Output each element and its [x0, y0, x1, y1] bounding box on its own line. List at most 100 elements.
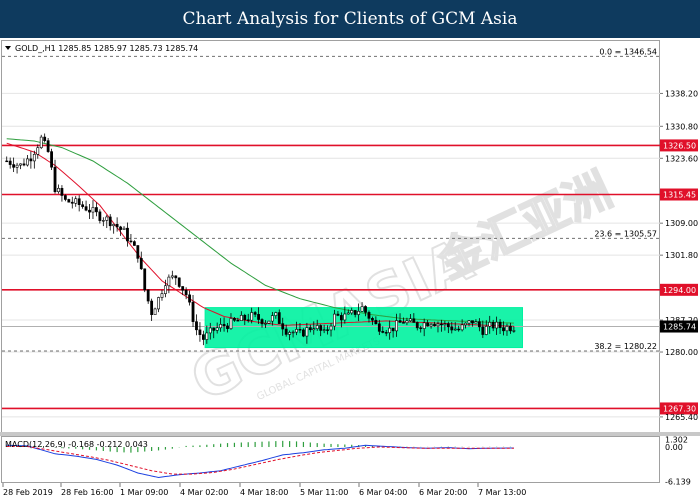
candle-body — [63, 195, 67, 200]
candle-body — [8, 160, 12, 165]
chart-background — [0, 38, 700, 500]
candle-body — [460, 324, 464, 331]
candle-body — [512, 330, 516, 332]
candle-body — [12, 164, 16, 168]
candle-body — [160, 293, 164, 298]
y-tick-label: 1323.60 — [665, 154, 698, 163]
dropdown-triangle-icon[interactable] — [5, 46, 11, 50]
candle-body — [395, 320, 398, 332]
macd-panel-frame — [1, 436, 660, 483]
x-tick-label: 6 Mar 04:00 — [359, 488, 407, 497]
candle-body — [288, 332, 292, 335]
candle-body — [188, 294, 191, 303]
level-label: 1326.50 — [663, 141, 696, 150]
x-tick-label: 1 Mar 09:00 — [120, 488, 168, 497]
level-label: 1315.45 — [663, 191, 696, 200]
macd-y-tick-label: -6.139 — [665, 478, 691, 487]
candle-body — [129, 240, 133, 243]
candle-body — [253, 312, 257, 315]
candle-body — [243, 315, 247, 321]
level-label: 1294.00 — [663, 286, 696, 295]
y-tick-label: 1287.20 — [665, 316, 698, 325]
candle-body — [98, 211, 102, 221]
candle-body — [36, 147, 40, 155]
candle-body — [488, 321, 492, 327]
symbol-info: GOLD_,H1 1285.85 1285.97 1285.73 1285.74 — [15, 44, 198, 53]
candle-body — [374, 319, 378, 325]
candle-body — [236, 320, 240, 322]
candle-body — [322, 329, 326, 331]
candle-body — [481, 326, 485, 335]
candle-body — [57, 188, 60, 193]
candle-body — [381, 331, 385, 333]
candle-body — [181, 286, 185, 291]
current-price-label: 1285.74 — [663, 323, 696, 332]
panel-separator — [0, 432, 700, 436]
candle-body — [267, 320, 271, 324]
candle-body — [377, 323, 381, 332]
candle-body — [46, 140, 50, 152]
candle-body — [284, 328, 288, 335]
candle-body — [419, 327, 423, 329]
candle-body — [212, 327, 216, 331]
ma-slow-line — [6, 138, 514, 324]
candle-body — [119, 226, 122, 230]
x-tick-label: 28 Feb 16:00 — [61, 488, 113, 497]
candle-body — [146, 289, 150, 302]
candle-body — [67, 199, 71, 203]
level-label: 1267.30 — [663, 404, 696, 413]
candle-body — [60, 188, 64, 196]
candle-body — [484, 326, 488, 335]
candle-body — [367, 312, 371, 319]
candle-body — [364, 306, 367, 313]
moving-averages — [6, 138, 514, 327]
candle-body — [132, 241, 136, 246]
candle-body — [326, 329, 329, 331]
candle-body — [150, 300, 154, 315]
candle-body — [201, 334, 205, 340]
page-title: Chart Analysis for Clients of GCM Asia — [0, 0, 700, 38]
candle-body — [464, 322, 467, 326]
candle-body — [177, 277, 181, 287]
candle-body — [95, 207, 98, 213]
candle-body — [408, 318, 412, 322]
candle-body — [260, 319, 264, 325]
candle-body — [250, 312, 254, 321]
candle-body — [15, 164, 19, 168]
candle-body — [319, 325, 323, 331]
y-tick-label: 1280.00 — [665, 348, 698, 357]
candle-body — [81, 204, 85, 207]
y-tick-label: 1301.80 — [665, 251, 698, 260]
macd-y-tick-label: 0.00 — [665, 443, 683, 452]
candle-body — [277, 312, 281, 324]
candle-body — [295, 329, 298, 333]
candle-body — [143, 268, 147, 291]
candle-body — [22, 163, 26, 166]
y-tick-label: 1309.00 — [665, 219, 698, 228]
price-axis: 1338.20 1330.80 1323.60 1309.00 1301.80 1287.… — [660, 89, 698, 422]
candle-body — [398, 320, 402, 323]
candle-body — [226, 325, 229, 329]
candle-body — [281, 323, 285, 330]
candle-body — [191, 301, 195, 322]
candle-body — [174, 275, 178, 279]
candle-body — [474, 321, 478, 324]
candle-body — [298, 329, 302, 331]
candle-body — [467, 320, 471, 324]
candle-body — [170, 275, 174, 278]
candle-body — [5, 160, 9, 163]
current-price-tag — [660, 320, 698, 333]
candle-body — [205, 332, 209, 340]
candle-body — [195, 321, 198, 331]
candle-body — [471, 320, 474, 324]
price-chart: GCMASIA 金汇亚洲 GLOBAL CAPITAL MARKETS 0.0 … — [0, 38, 700, 500]
candle-body — [32, 154, 36, 162]
candle-body — [270, 315, 274, 322]
price-gridlines — [2, 92, 660, 418]
fib-label: 23.6 = 1305.57 — [594, 229, 657, 238]
y-tick-label: 1338.20 — [665, 89, 698, 98]
candle-body — [43, 136, 47, 141]
candle-body — [164, 285, 167, 294]
candle-body — [502, 327, 505, 332]
